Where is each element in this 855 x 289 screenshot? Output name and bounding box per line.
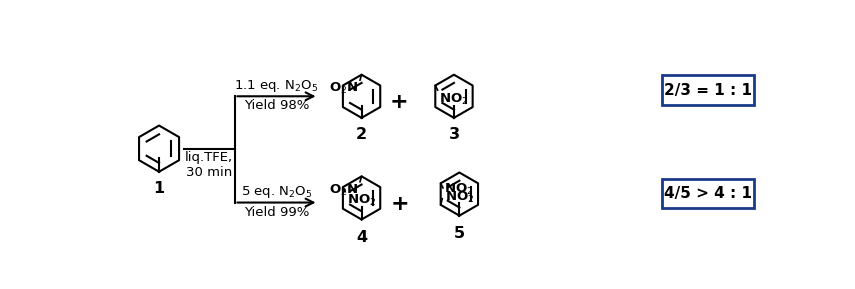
Text: 4: 4 bbox=[356, 230, 367, 245]
Text: O$_2$N: O$_2$N bbox=[329, 81, 358, 96]
Text: 2/3 = 1 : 1: 2/3 = 1 : 1 bbox=[664, 83, 752, 98]
Text: NO$_2$: NO$_2$ bbox=[445, 190, 474, 205]
Text: O$_2$N: O$_2$N bbox=[329, 183, 358, 198]
Text: 5 eq. N$_2$O$_5$: 5 eq. N$_2$O$_5$ bbox=[241, 184, 312, 200]
Text: 1.1 eq. N$_2$O$_5$: 1.1 eq. N$_2$O$_5$ bbox=[234, 78, 319, 94]
Text: +: + bbox=[389, 92, 408, 112]
Text: 4/5 > 4 : 1: 4/5 > 4 : 1 bbox=[664, 186, 752, 201]
Text: NO$_2$: NO$_2$ bbox=[444, 182, 473, 197]
Text: Yield 99%: Yield 99% bbox=[244, 205, 310, 218]
Text: 1: 1 bbox=[154, 181, 165, 196]
Text: Yield 98%: Yield 98% bbox=[244, 99, 310, 112]
Text: 5: 5 bbox=[454, 226, 465, 241]
Text: +: + bbox=[391, 194, 410, 214]
Text: NO$_2$: NO$_2$ bbox=[439, 92, 469, 107]
Text: 3: 3 bbox=[448, 127, 459, 142]
Text: liq.TFE,
30 min: liq.TFE, 30 min bbox=[185, 151, 233, 179]
Bar bbox=[662, 75, 754, 105]
Text: 2: 2 bbox=[356, 127, 367, 142]
Bar bbox=[662, 179, 754, 208]
Text: NO$_2$: NO$_2$ bbox=[347, 193, 376, 208]
